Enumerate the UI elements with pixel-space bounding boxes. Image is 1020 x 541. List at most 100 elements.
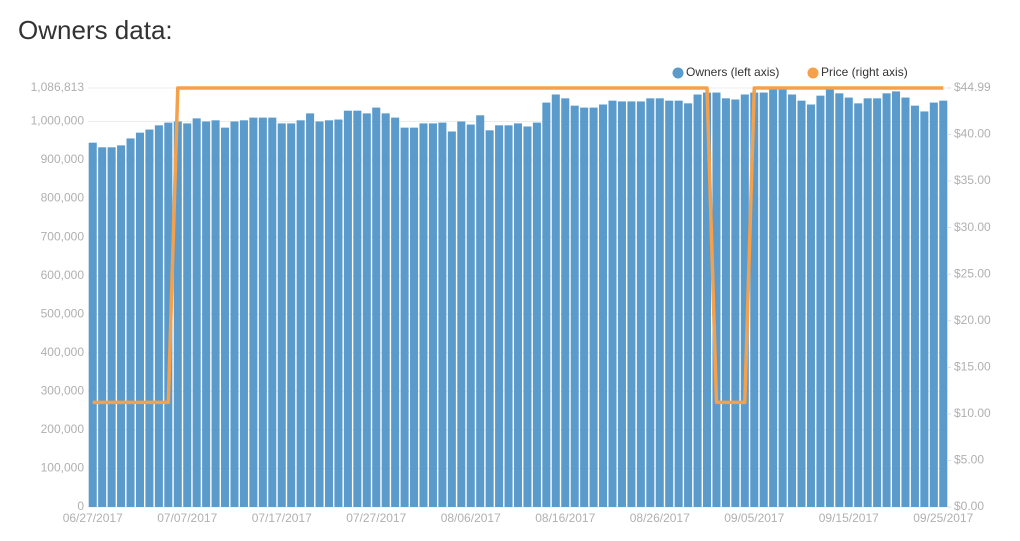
bar <box>759 92 768 508</box>
bar <box>249 117 258 508</box>
bar <box>372 107 381 508</box>
bar <box>731 99 740 507</box>
x-tick-label: 07/17/2017 <box>252 511 312 525</box>
bar <box>135 132 145 508</box>
x-tick-label: 08/06/2017 <box>441 511 501 525</box>
bar <box>202 121 211 508</box>
bar <box>835 93 844 507</box>
bar <box>343 110 352 508</box>
bar <box>324 120 334 507</box>
bar <box>230 121 239 508</box>
bar <box>939 100 948 508</box>
bar <box>636 101 645 508</box>
legend-label: Price (right axis) <box>821 65 908 79</box>
y-tick-label: 1,086,813 <box>31 80 85 94</box>
bar <box>863 98 872 507</box>
bar <box>655 98 664 507</box>
bar <box>126 138 135 508</box>
x-tick-label: 06/27/2017 <box>63 511 123 525</box>
price-line <box>92 86 944 405</box>
bar <box>258 117 267 508</box>
bar <box>778 88 787 507</box>
bar <box>485 130 494 507</box>
bar <box>929 102 938 508</box>
y2-tick-label: $5.00 <box>954 453 984 467</box>
bar <box>495 125 504 507</box>
bar <box>816 95 825 508</box>
bar <box>504 125 513 507</box>
bar <box>381 113 390 507</box>
bar <box>457 121 466 508</box>
bar <box>98 147 107 507</box>
y-tick-label: 0 <box>77 499 84 513</box>
x-tick-label: 08/26/2017 <box>630 511 690 525</box>
bar <box>287 123 296 507</box>
bar <box>428 123 437 507</box>
bar <box>542 102 551 508</box>
legend-marker <box>672 67 684 79</box>
bar <box>183 123 192 507</box>
x-tick-label: 09/25/2017 <box>913 511 973 525</box>
y-tick-label: 300,000 <box>41 384 85 398</box>
bar <box>164 122 173 508</box>
bar <box>334 119 343 507</box>
bar <box>513 123 523 507</box>
x-tick-label: 08/16/2017 <box>535 511 595 525</box>
bar <box>599 104 608 507</box>
bar <box>410 127 419 508</box>
bar <box>154 125 163 507</box>
bar <box>145 129 154 507</box>
bar <box>315 121 324 508</box>
bar <box>693 94 702 507</box>
bar <box>920 111 929 508</box>
bar <box>844 97 853 508</box>
bar <box>891 91 901 508</box>
y-tick-label: 800,000 <box>41 191 85 205</box>
bar <box>400 127 409 508</box>
bar <box>910 105 919 508</box>
bar <box>901 97 910 508</box>
bar <box>882 93 891 507</box>
bar <box>523 126 532 508</box>
bar <box>268 117 277 508</box>
bar <box>447 131 456 507</box>
bar <box>665 100 674 508</box>
bar <box>674 100 683 508</box>
y-tick-label: 400,000 <box>41 345 85 359</box>
legend-label: Owners (left axis) <box>686 65 779 79</box>
bar <box>589 107 598 508</box>
bar <box>712 92 721 508</box>
bar <box>353 110 362 508</box>
y2-tick-label: $30.00 <box>954 220 991 234</box>
y2-tick-label: $35.00 <box>954 173 991 187</box>
y-tick-label: 600,000 <box>41 268 85 282</box>
bar <box>825 88 834 507</box>
bar <box>362 113 371 507</box>
y2-tick-label: $20.00 <box>954 313 991 327</box>
bar <box>277 123 286 507</box>
y2-tick-label: $25.00 <box>954 266 991 280</box>
bar <box>211 120 220 507</box>
bar <box>750 92 759 508</box>
bar <box>684 103 693 507</box>
y-tick-label: 1,000,000 <box>31 114 85 128</box>
bar <box>580 107 589 508</box>
y2-tick-label: $10.00 <box>954 406 991 420</box>
bar <box>873 98 882 507</box>
x-tick-label: 07/07/2017 <box>157 511 217 525</box>
x-tick-label: 07/27/2017 <box>346 511 406 525</box>
y2-tick-label: $0.00 <box>954 499 984 513</box>
bar <box>721 98 730 507</box>
bar <box>646 98 655 507</box>
bar <box>192 118 201 507</box>
bar <box>608 100 617 508</box>
bar <box>806 104 815 507</box>
bar <box>702 92 712 508</box>
bar <box>107 147 116 507</box>
chart-title: Owners data: <box>18 15 173 45</box>
bar <box>296 120 305 507</box>
bar <box>466 124 475 507</box>
y-tick-label: 500,000 <box>41 306 85 320</box>
bar <box>391 117 400 508</box>
